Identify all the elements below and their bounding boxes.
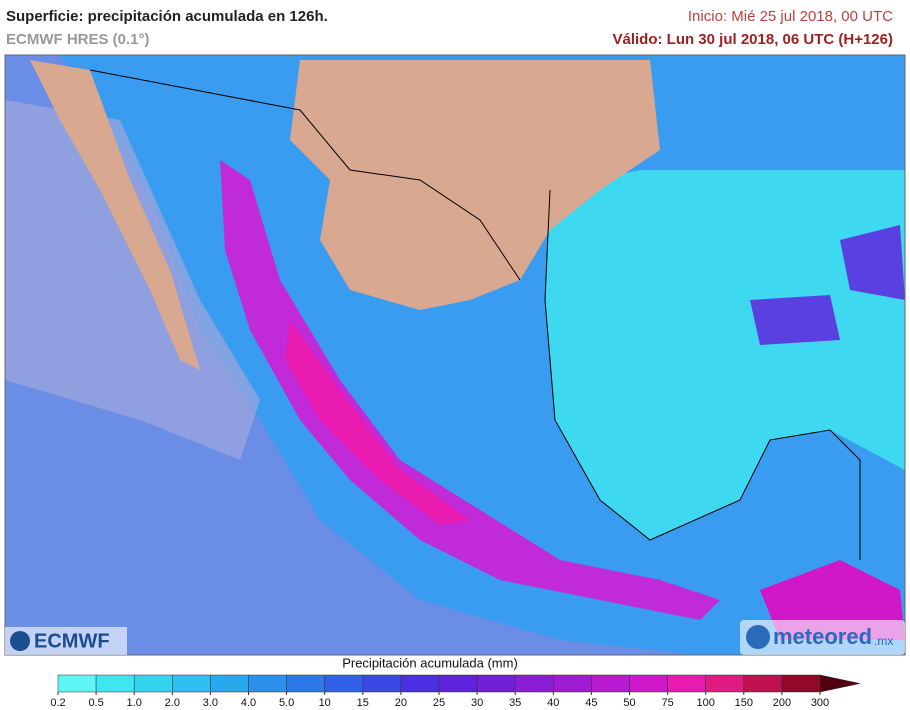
colorbar-tick-label: 0.5	[88, 697, 103, 709]
colorbar-tick-label: 20	[395, 697, 407, 709]
ecmwf-logo-text: ECMWF	[34, 630, 110, 652]
colorbar-segment	[248, 674, 287, 693]
colorbar-tick-label: 5.0	[279, 697, 294, 709]
colorbar-segment	[133, 674, 173, 693]
meteored-logo-text: meteored	[773, 624, 872, 649]
colorbar-segment	[514, 674, 554, 693]
meteored-suffix: .mx	[874, 634, 893, 648]
colorbar-segment	[743, 674, 783, 693]
logo-icon	[746, 625, 770, 649]
coastline	[544, 189, 861, 560]
init-time: Inicio: Mié 25 jul 2018, 00 UTC	[688, 8, 893, 25]
colorbar-tick-label: 200	[773, 697, 791, 709]
colorbar-tick-label: 3.0	[203, 697, 218, 709]
colorbar-segment	[629, 674, 668, 693]
colorbar-tick-label: 300	[811, 697, 829, 709]
colorbar-tick-label: 50	[623, 697, 635, 709]
colorbar-segment	[210, 674, 249, 693]
model: ECMWF HRES (0.1°)	[6, 31, 150, 48]
border	[89, 69, 521, 281]
valid-time: Válido: Lun 30 jul 2018, 06 UTC (H+126)	[612, 31, 893, 48]
colorbar-segment	[172, 674, 211, 693]
ecmwf-logo: ECMWF	[5, 627, 127, 655]
colorbar-segment	[667, 674, 706, 693]
title: Superficie: precipitación acumulada en 1…	[6, 8, 328, 25]
colorbar-segment	[476, 674, 516, 693]
pacific-ocean	[5, 55, 700, 655]
colorbar-segment	[95, 674, 135, 693]
colorbar-tick-label: 75	[661, 697, 673, 709]
colorbar-tick-label: 100	[697, 697, 715, 709]
colorbar-tick-label: 150	[735, 697, 753, 709]
colorbar-tick-label: 0.2	[50, 697, 65, 709]
gulf-rain-cells	[750, 225, 905, 345]
colorbar-overflow	[819, 674, 861, 693]
baja-california	[30, 60, 200, 370]
colorbar-segment	[553, 674, 592, 693]
gulf-of-mexico	[545, 170, 905, 540]
colorbar-segment	[781, 674, 821, 693]
colorbar-segment	[286, 674, 325, 693]
map	[4, 54, 906, 656]
colorbar-segment	[324, 674, 364, 693]
legend-title: Precipitación acumulada (mm)	[342, 655, 518, 670]
colorbar-segment	[705, 674, 745, 693]
colorbar-tick-label: 15	[357, 697, 369, 709]
colorbar-segment	[400, 674, 440, 693]
colorbar-segment	[362, 674, 402, 693]
colorbar-tick-label: 45	[585, 697, 597, 709]
logo-icon	[10, 631, 30, 651]
colorbar-tick-label: 25	[433, 697, 445, 709]
pacific-calm	[5, 100, 260, 460]
colorbar-tick-label: 30	[471, 697, 483, 709]
colorbar-tick-label: 4.0	[241, 697, 256, 709]
colorbar-segment	[438, 674, 478, 693]
meteored-logo: meteored .mx	[740, 620, 905, 655]
colorbar-segment	[591, 674, 630, 693]
colorbar-tick-label: 40	[547, 697, 559, 709]
colorbar-tick-label: 1.0	[127, 697, 142, 709]
logo-bg	[740, 620, 905, 655]
colorbar-segment	[57, 674, 97, 693]
colorbar-tick-label: 2.0	[165, 697, 180, 709]
dry-land	[290, 60, 660, 310]
heaviest-rain	[285, 320, 470, 525]
colorbar-tick-label: 10	[319, 697, 331, 709]
map-frame	[4, 54, 906, 656]
colorbar-tick-label: 35	[509, 697, 521, 709]
colorbar: 0.2 0.5 1.0 2.0 3.0 4.0 5.0 10 15 20 25 30 35 40 45 50 7…	[50, 674, 861, 709]
